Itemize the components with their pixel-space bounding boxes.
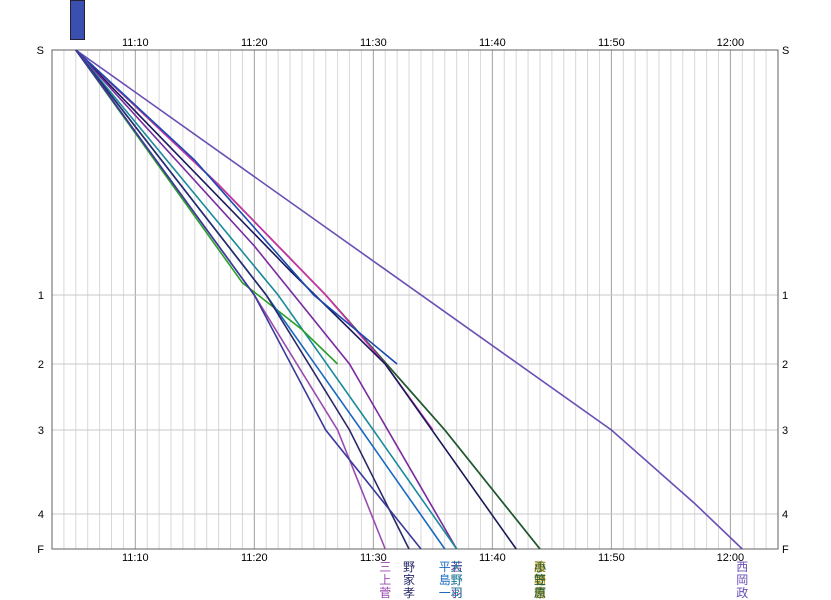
- runner-name-char: 侑: [534, 586, 546, 600]
- runner-name-char: 志: [534, 586, 546, 600]
- plot-frame: [51, 49, 779, 550]
- x-tick-label-bottom: 12:00: [717, 552, 745, 564]
- runner-name-char: 政: [736, 586, 748, 600]
- x-tick-label-bottom: 11:10: [122, 552, 149, 564]
- runner-name-char: 三: [379, 560, 391, 574]
- runner-name-char: 西: [736, 560, 748, 574]
- x-tick-label-bottom: 11:30: [360, 552, 387, 564]
- runner-name-char: 菅: [379, 586, 391, 600]
- series-line: [75, 49, 458, 550]
- runner-name-char: 羽: [451, 586, 463, 600]
- x-tick-label-top: 11:40: [479, 37, 506, 49]
- runner-name-char: 野: [451, 573, 463, 587]
- runner-name-char: 上: [379, 573, 391, 587]
- runner-name-char: 島: [439, 572, 451, 587]
- series-line: [75, 49, 398, 365]
- x-tick-label-bottom: 11:40: [479, 552, 506, 564]
- legend-badge: [70, 0, 85, 40]
- runner-name-char: 笠: [534, 572, 546, 587]
- station-label-right: 4: [782, 509, 788, 521]
- runner-name-char: 司: [451, 586, 463, 600]
- runner-name-char: 原: [534, 586, 546, 600]
- series-line: [75, 49, 541, 550]
- runner-name-char: 小: [534, 560, 546, 574]
- runner-name-char: 野: [403, 560, 415, 574]
- station-label-left: 2: [38, 359, 44, 371]
- station-label-right: S: [782, 45, 789, 57]
- chart-axes: [51, 49, 779, 550]
- runner-name-char: 若: [451, 560, 463, 574]
- station-label-left: S: [37, 45, 44, 57]
- chart-labels: 11:10 11:10 11:20 11:20 11:30 11:30 11:40 11:40…: [37, 37, 790, 600]
- series-line: [75, 49, 517, 550]
- chart-series: [75, 49, 743, 550]
- station-label-right: 1: [782, 290, 788, 302]
- station-label-right: 2: [782, 359, 788, 371]
- x-tick-label-top: 11:20: [241, 37, 268, 49]
- chart-grid: [51, 49, 779, 550]
- runner-name-char: 野: [451, 573, 463, 587]
- station-label-left: 1: [38, 290, 44, 302]
- runner-name-char: 藤: [534, 560, 546, 574]
- station-label-left: F: [37, 544, 44, 556]
- runner-name-char: 家: [403, 572, 415, 587]
- x-tick-label-top: 12:00: [717, 37, 745, 49]
- runner-name-char: 平: [439, 560, 451, 574]
- runner-name-char: 岡: [736, 573, 748, 587]
- x-tick-label-bottom: 11:50: [598, 552, 625, 564]
- runner-name-char: 野: [534, 573, 546, 587]
- runner-name-char: 孝: [403, 586, 415, 600]
- station-label-right: 3: [782, 425, 788, 437]
- runner-name-char: 朝: [534, 573, 546, 587]
- x-tick-label-bottom: 11:20: [241, 552, 268, 564]
- x-tick-label-top: 11:30: [360, 37, 387, 49]
- series-line: [75, 49, 541, 550]
- series-line: [75, 49, 458, 550]
- runner-name-char: 天: [451, 560, 463, 574]
- station-label-left: 3: [38, 425, 44, 437]
- station-label-right: F: [782, 544, 789, 556]
- series-line: [75, 49, 422, 550]
- series-line: [75, 49, 743, 550]
- runner-name-char: 渡: [534, 559, 546, 574]
- station-label-left: 4: [38, 509, 44, 521]
- x-tick-label-top: 11:10: [122, 37, 149, 49]
- x-tick-label-top: 11:50: [598, 37, 625, 49]
- series-line: [75, 49, 541, 550]
- series-line: [75, 49, 410, 550]
- runner-name-char: 一: [439, 586, 451, 600]
